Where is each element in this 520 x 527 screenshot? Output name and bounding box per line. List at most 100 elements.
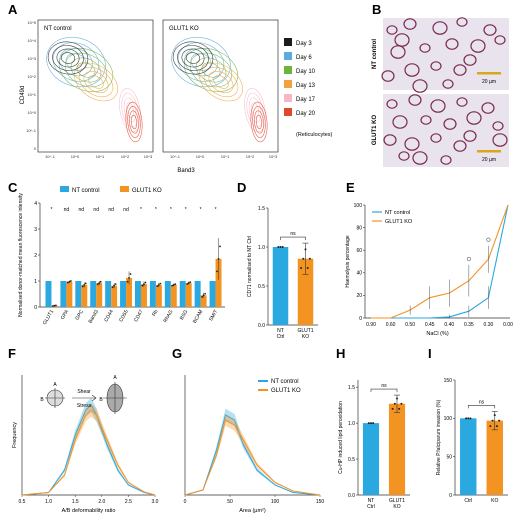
data-point xyxy=(498,419,501,422)
contour-day17 xyxy=(244,87,266,133)
annotation-shear: Shear xyxy=(77,389,91,395)
density-line-ko xyxy=(21,409,156,496)
bar-glut1-ko xyxy=(155,284,162,307)
legend-label-ko: GLUT1 KO xyxy=(132,188,162,194)
contour-day3 xyxy=(185,52,201,64)
panel-e-chart: 0 20 40 60 80 100 Haemolysis percentage 0.90 0.6… xyxy=(345,203,513,337)
rbc-cell xyxy=(445,38,459,50)
contour-day6 xyxy=(65,53,87,71)
y-tick-label: 1.0 xyxy=(348,421,355,427)
data-point xyxy=(393,402,396,405)
flow-ytick: 10^-1 xyxy=(26,128,37,133)
x-tick-label: 0.90 xyxy=(366,322,376,328)
legend-swatch-day20 xyxy=(284,108,292,116)
data-point xyxy=(128,276,130,279)
data-point xyxy=(367,422,370,425)
x-tick-label: NT xyxy=(368,498,375,504)
series-line-ko xyxy=(371,204,509,319)
bar-glut1-ko xyxy=(170,284,177,307)
panel-letter-e: E xyxy=(346,180,355,195)
contour-day20 xyxy=(129,110,139,134)
flow-plot-ko-label: GLUT1 KO xyxy=(169,26,199,32)
data-point xyxy=(159,282,162,285)
data-point xyxy=(69,280,72,282)
significance-label: nd xyxy=(123,207,129,213)
panel-letter-i: I xyxy=(428,346,432,361)
contour-day20 xyxy=(130,114,138,130)
legend-label-ko: GLUT1 KO xyxy=(385,219,413,225)
y-axis-label: Frequency xyxy=(12,422,18,448)
rbc-cell xyxy=(390,45,406,59)
data-point xyxy=(186,283,189,285)
rbc-cell xyxy=(383,134,397,146)
scale-bar-nt-label: 20 µm xyxy=(482,79,496,85)
rbc-cell xyxy=(470,39,486,53)
x-tick-label: GLUT1 xyxy=(389,498,405,504)
contour-day6 xyxy=(52,42,100,82)
data-point xyxy=(52,305,54,307)
rbc-cell xyxy=(483,24,497,36)
scale-bar-ko-label: 20 µm xyxy=(482,157,496,163)
y-tick-label: 0.5 xyxy=(348,457,355,463)
bar-nt-control xyxy=(105,281,112,307)
bar-glut1-ko xyxy=(96,283,103,307)
panel-f-chart: 0.5 1.0 1.5 2.0 2.5 3.0 A/B deformability rati… xyxy=(12,375,159,514)
x-tick-label: SMIT xyxy=(208,309,219,322)
significance-label: ns xyxy=(479,399,485,405)
contour-day17 xyxy=(246,92,264,128)
data-point xyxy=(189,281,192,284)
y-axis-label: CD71 normalised to NT Ctrl xyxy=(247,236,253,297)
legend-label-nt: NT control xyxy=(72,188,100,194)
bar-glut1-ko xyxy=(81,284,88,307)
panel-letter-h: H xyxy=(336,346,345,361)
bar-ko xyxy=(486,420,503,495)
legend-swatch-day17 xyxy=(284,94,292,102)
x-tick-label: 0.30 xyxy=(484,322,494,328)
x-tick-label: 2.0 xyxy=(98,499,105,505)
contour-day10 xyxy=(70,57,102,83)
micrograph-ko xyxy=(383,94,509,167)
bar-nt-control xyxy=(60,281,67,307)
significance-label: * xyxy=(140,207,142,213)
rbc-cell xyxy=(386,25,398,35)
rbc-cell xyxy=(463,54,477,66)
data-point xyxy=(129,273,132,275)
flow-contours xyxy=(46,36,268,143)
flow-ytick: 10^3 xyxy=(27,56,36,61)
rbc-cell xyxy=(430,133,442,143)
contour-day13 xyxy=(74,62,118,102)
data-point xyxy=(99,280,102,283)
legend-label-nt: NT control xyxy=(385,210,410,216)
contour-day17 xyxy=(248,97,262,123)
data-point xyxy=(306,267,309,270)
annotation-b: B xyxy=(99,397,103,403)
x-axis-label: NaCl (%) xyxy=(426,331,448,337)
significance-label: * xyxy=(200,207,202,213)
data-point xyxy=(204,292,207,295)
contour-day3 xyxy=(52,45,84,71)
flow-legend: Day 3 Day 6 Day 10 Day 13 Day 17 Day 20 xyxy=(284,38,316,117)
rbc-cell xyxy=(408,94,422,106)
contour-day20 xyxy=(250,101,268,143)
micrograph-cells xyxy=(381,17,508,165)
data-point xyxy=(96,283,99,286)
x-tick-label: Ctrl xyxy=(367,504,375,510)
x-tick-label: 1.5 xyxy=(72,499,79,505)
contour-day6 xyxy=(184,47,218,77)
panel-b: NT control GLUT1 KO 20 µm 20 µm xyxy=(372,17,509,167)
rbc-cell xyxy=(432,21,448,35)
significance-bracket xyxy=(280,236,306,241)
contour-day10 xyxy=(201,62,221,78)
contour-day3 xyxy=(172,41,214,75)
x-tick-label: CD47 xyxy=(133,309,145,323)
data-point xyxy=(141,284,144,287)
contour-day17 xyxy=(121,92,139,128)
legend-label-day17: Day 17 xyxy=(296,97,316,103)
x-tick-label: KO xyxy=(393,504,400,510)
significance-label: * xyxy=(170,207,172,213)
x-tick-label: 0.00 xyxy=(503,322,513,328)
rbc-cell xyxy=(404,137,420,151)
micrograph-nt-label: NT control xyxy=(372,39,378,69)
x-tick-label: 1.0 xyxy=(45,499,52,505)
x-tick-label: GLUT1 xyxy=(42,309,55,326)
